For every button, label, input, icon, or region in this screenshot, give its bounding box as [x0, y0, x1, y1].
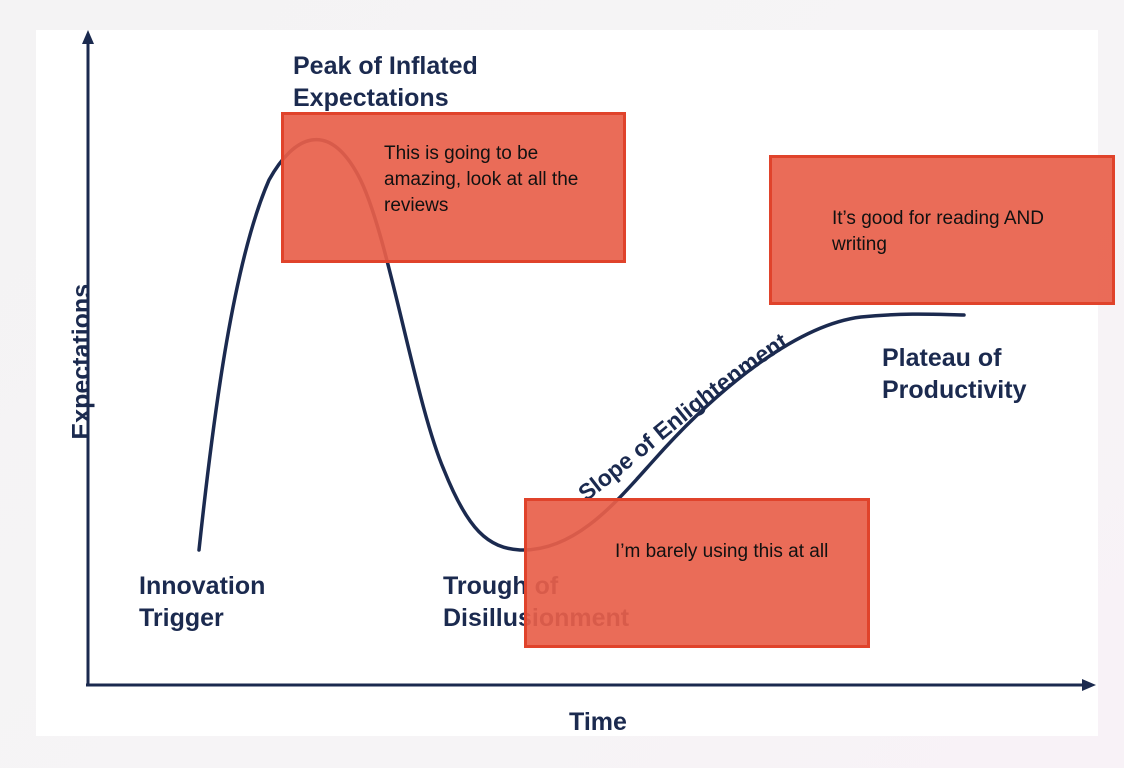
- note-trough-text: I’m barely using this at all: [615, 541, 829, 562]
- note-peak-text: This is going to be amazing, look at all…: [384, 143, 579, 216]
- phase-plateau-line2: Productivity: [882, 376, 1027, 404]
- y-axis-label: Expectations: [67, 283, 96, 440]
- phase-innovation-line2: Trigger: [139, 604, 224, 632]
- phase-peak-line2: Expectations: [293, 84, 449, 112]
- note-plateau: It’s good for reading AND writing: [769, 155, 1115, 305]
- note-peak: This is going to be amazing, look at all…: [281, 112, 626, 263]
- x-axis-label: Time: [569, 708, 627, 736]
- phase-plateau-line1: Plateau of: [882, 344, 1002, 372]
- phase-plateau: Plateau of Productivity: [882, 342, 1026, 406]
- phase-peak-line1: Peak of Inflated: [293, 52, 478, 80]
- y-axis-arrow: [82, 30, 94, 44]
- phase-slope-text: Slope of Enlightenment: [573, 327, 792, 506]
- note-plateau-text: It’s good for reading AND writing: [832, 208, 1044, 255]
- hype-curve: [197, 137, 966, 552]
- phase-slope-label: Slope of Enlightenment: [573, 327, 792, 506]
- note-trough: I’m barely using this at all: [524, 498, 870, 648]
- hype-cycle-chart: Slope of Enlightenment: [82, 30, 1096, 691]
- phase-innovation-line1: Innovation: [139, 572, 266, 600]
- phase-peak: Peak of Inflated Expectations: [293, 50, 478, 114]
- x-axis-arrow: [1082, 679, 1096, 691]
- phase-innovation-trigger: Innovation Trigger: [139, 570, 265, 634]
